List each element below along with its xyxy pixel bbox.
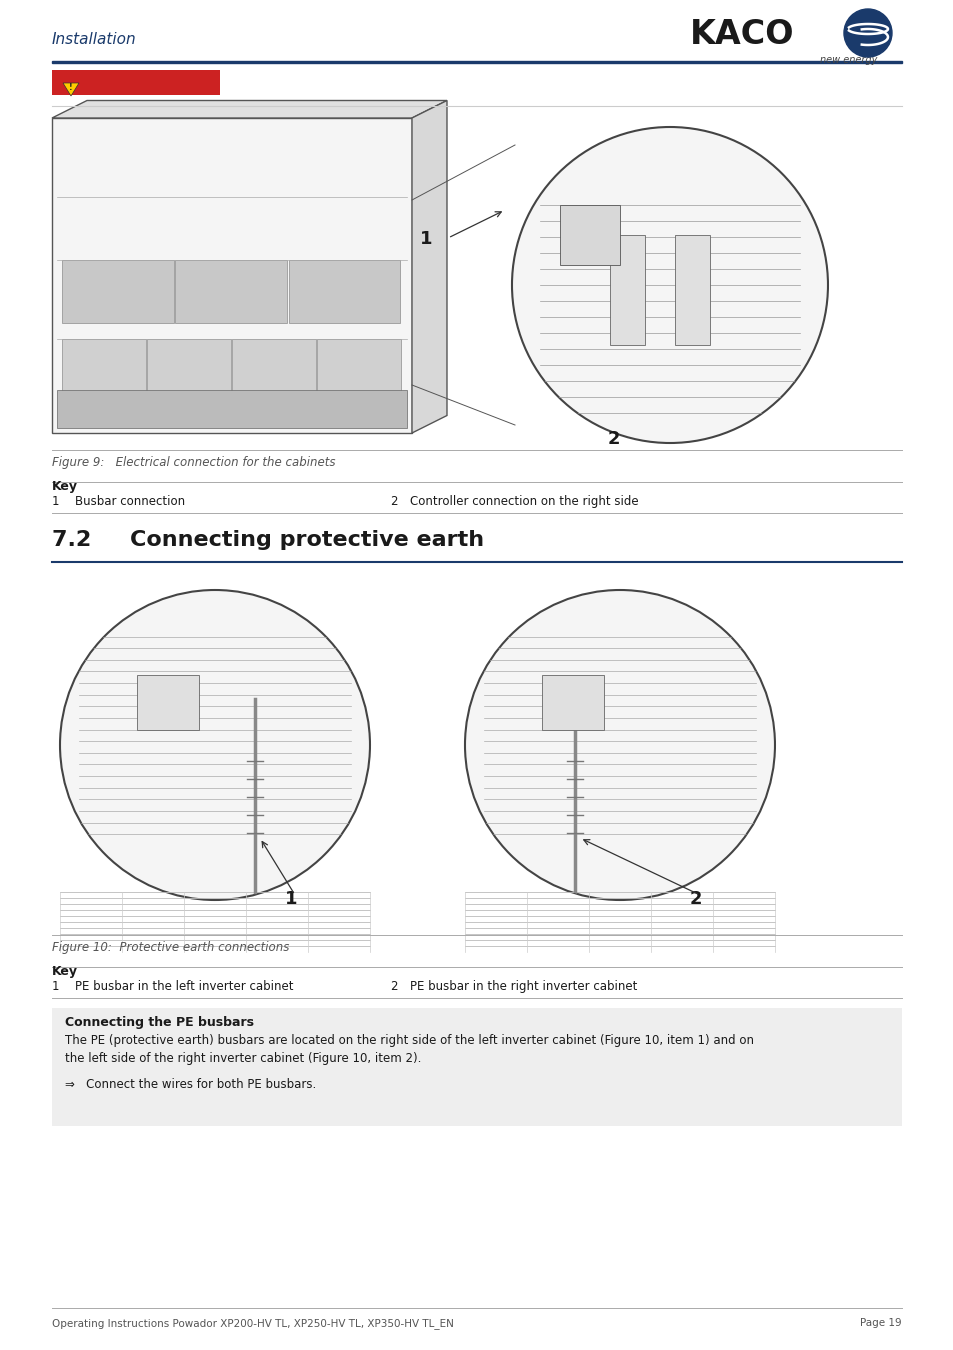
- Bar: [316, 339, 400, 418]
- Text: Electrician: Electrician: [84, 77, 166, 90]
- Bar: [559, 205, 619, 265]
- Bar: [137, 675, 199, 729]
- Circle shape: [512, 127, 827, 443]
- Text: Page 19: Page 19: [860, 1318, 901, 1328]
- Text: new energy.: new energy.: [820, 55, 879, 65]
- Text: the left side of the right inverter cabinet (Figure 10, item 2).: the left side of the right inverter cabi…: [65, 1052, 421, 1065]
- Bar: [289, 259, 400, 323]
- Text: Controller connection on the right side: Controller connection on the right side: [410, 495, 638, 508]
- Circle shape: [60, 590, 370, 900]
- Text: Busbar connection: Busbar connection: [75, 495, 185, 508]
- Bar: [147, 339, 231, 418]
- Bar: [232, 339, 315, 418]
- Bar: [57, 390, 407, 428]
- Text: ⇒   Connect the wires for both PE busbars.: ⇒ Connect the wires for both PE busbars.: [65, 1079, 315, 1091]
- Text: Connecting the PE busbars: Connecting the PE busbars: [65, 1017, 253, 1029]
- Text: Figure 9:   Electrical connection for the cabinets: Figure 9: Electrical connection for the …: [52, 456, 335, 468]
- Text: 1: 1: [419, 230, 432, 248]
- Bar: [52, 1008, 901, 1126]
- Text: !: !: [70, 82, 72, 92]
- Text: 2: 2: [390, 495, 397, 508]
- Bar: [609, 235, 644, 346]
- Bar: [175, 259, 287, 323]
- Bar: [542, 675, 604, 729]
- Circle shape: [843, 9, 891, 57]
- Circle shape: [464, 590, 774, 900]
- Bar: [52, 61, 901, 63]
- Text: 1: 1: [285, 890, 297, 909]
- Text: KACO: KACO: [689, 18, 794, 51]
- Bar: [52, 70, 220, 95]
- Bar: [675, 235, 709, 346]
- Text: The PE (protective earth) busbars are located on the right side of the left inve: The PE (protective earth) busbars are lo…: [65, 1034, 753, 1048]
- Text: PE busbar in the left inverter cabinet: PE busbar in the left inverter cabinet: [75, 980, 294, 994]
- Text: Figure 10:  Protective earth connections: Figure 10: Protective earth connections: [52, 941, 289, 954]
- Text: 2: 2: [607, 431, 619, 448]
- Text: 2: 2: [689, 890, 701, 909]
- Text: Operating Instructions Powador XP200-HV TL, XP250-HV TL, XP350-HV TL_EN: Operating Instructions Powador XP200-HV …: [52, 1318, 454, 1328]
- Polygon shape: [412, 100, 447, 433]
- Bar: [52, 117, 412, 433]
- Text: 7.2     Connecting protective earth: 7.2 Connecting protective earth: [52, 531, 483, 549]
- Polygon shape: [63, 82, 79, 96]
- Text: Key: Key: [52, 965, 78, 977]
- Text: 1: 1: [52, 980, 59, 994]
- Text: 2: 2: [390, 980, 397, 994]
- Text: Key: Key: [52, 481, 78, 493]
- Text: Installation: Installation: [52, 32, 136, 47]
- Bar: [62, 259, 173, 323]
- Text: PE busbar in the right inverter cabinet: PE busbar in the right inverter cabinet: [410, 980, 637, 994]
- Text: 1: 1: [52, 495, 59, 508]
- Polygon shape: [52, 100, 447, 117]
- Bar: [62, 339, 146, 418]
